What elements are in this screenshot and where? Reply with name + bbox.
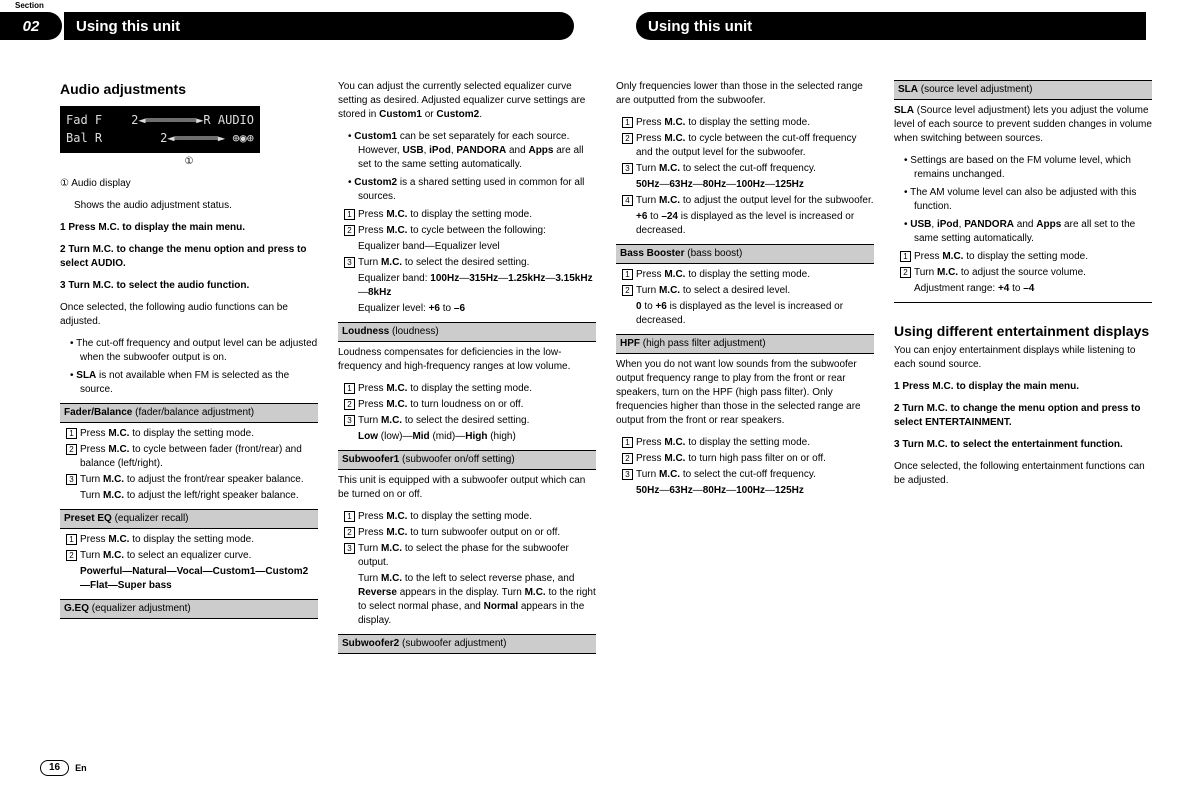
sw1-desc: This unit is equipped with a subwoofer o… — [338, 474, 596, 502]
geq-b1: Custom1 can be set separately for each s… — [338, 130, 596, 172]
section-number: 02 — [0, 12, 62, 40]
bb-s2b: 0 to +6 is displayed as the level is inc… — [616, 300, 874, 328]
sw2-s3: 3Turn M.C. to select the cut-off frequen… — [616, 162, 874, 176]
sw2-s3b: 50Hz—63Hz—80Hz—100Hz—125Hz — [616, 178, 874, 192]
sw1-s3: 3Turn M.C. to select the phase for the s… — [338, 542, 596, 570]
step-3: 3 Turn M.C. to select the audio function… — [60, 279, 318, 293]
fb-step-3: 3Turn M.C. to adjust the front/rear spea… — [60, 473, 318, 487]
fb-step-3b: Turn M.C. to adjust the left/right speak… — [60, 489, 318, 503]
ld-s1: 1Press M.C. to display the setting mode. — [338, 382, 596, 396]
ent-s3b: Once selected, the following entertainme… — [894, 460, 1152, 488]
sw2-s4b: +6 to –24 is displayed as the level is i… — [616, 210, 874, 238]
box-subwoofer2: Subwoofer2 (subwoofer adjustment) — [338, 634, 596, 654]
sw1-s1: 1Press M.C. to display the setting mode. — [338, 510, 596, 524]
step-1: 1 Press M.C. to display the main menu. — [60, 221, 318, 235]
bullet-sla: SLA is not available when FM is selected… — [60, 369, 318, 397]
geq-s3: 3Turn M.C. to select the desired setting… — [338, 256, 596, 270]
geq-s1: 1Press M.C. to display the setting mode. — [338, 208, 596, 222]
box-hpf: HPF (high pass filter adjustment) — [616, 334, 874, 354]
sw2-desc: Only frequencies lower than those in the… — [616, 80, 874, 108]
hpf-s2: 2Press M.C. to turn high pass filter on … — [616, 452, 874, 466]
hpf-s1: 1Press M.C. to display the setting mode. — [616, 436, 874, 450]
fb-step-2: 2Press M.C. to cycle between fader (fron… — [60, 443, 318, 471]
sla-b3: USB, iPod, PANDORA and Apps are all set … — [894, 218, 1152, 246]
ent-s3: 3 Turn M.C. to select the entertainment … — [894, 438, 1152, 452]
callout-desc: Shows the audio adjustment status. — [60, 199, 318, 213]
lcd-bot-right: 2◄══════► ⊕◉⊕ — [160, 130, 254, 147]
page-body: Audio adjustments Fad F 2◄═══════►R AUDIO… — [60, 80, 1152, 658]
geq-s2: 2Press M.C. to cycle between the followi… — [338, 224, 596, 238]
heading-audio-adjustments: Audio adjustments — [60, 80, 318, 100]
callout-label: ① Audio display — [60, 177, 318, 191]
page-number: 16 En — [40, 760, 87, 776]
ent-s1: 1 Press M.C. to display the main menu. — [894, 380, 1152, 394]
column-4: SLA (source level adjustment) SLA (Sourc… — [894, 80, 1152, 658]
box-sla: SLA (source level adjustment) — [894, 80, 1152, 100]
column-2: You can adjust the currently selected eq… — [338, 80, 596, 658]
lcd-bot-left: Bal R — [66, 130, 102, 147]
box-bass-booster: Bass Booster (bass boost) — [616, 244, 874, 264]
heading-entertainment: Using different entertainment displays — [894, 323, 1152, 340]
sla-s1: 1Press M.C. to display the setting mode. — [894, 250, 1152, 264]
sw2-s4: 4Turn M.C. to adjust the output level fo… — [616, 194, 874, 208]
box-subwoofer1: Subwoofer1 (subwoofer on/off setting) — [338, 450, 596, 470]
bullet-cutoff: The cut-off frequency and output level c… — [60, 337, 318, 365]
geq-s3b: Equalizer band: 100Hz—315Hz—1.25kHz—3.15… — [338, 272, 596, 300]
box-fader-balance: Fader/Balance (fader/balance adjustment) — [60, 403, 318, 423]
sla-b1: Settings are based on the FM volume leve… — [894, 154, 1152, 182]
bb-s2: 2Turn M.C. to select a desired level. — [616, 284, 874, 298]
ld-s2: 2Press M.C. to turn loudness on or off. — [338, 398, 596, 412]
chapter-title-left: Using this unit — [64, 12, 574, 40]
sla-s2: 2Turn M.C. to adjust the source volume. — [894, 266, 1152, 280]
hpf-s3: 3Turn M.C. to select the cut-off frequen… — [616, 468, 874, 482]
lcd-display: Fad F 2◄═══════►R AUDIO Bal R 2◄══════► ⊕◉… — [60, 106, 260, 154]
bb-s1: 1Press M.C. to display the setting mode. — [616, 268, 874, 282]
geq-desc: You can adjust the currently selected eq… — [338, 80, 596, 122]
ent-s2: 2 Turn M.C. to change the menu option an… — [894, 402, 1152, 430]
header: 02 Using this unit Using this unit — [0, 12, 1182, 40]
hpf-s3b: 50Hz—63Hz—80Hz—100Hz—125Hz — [616, 484, 874, 498]
chapter-title-right: Using this unit — [636, 12, 1146, 40]
lcd-top-left: Fad F — [66, 112, 102, 129]
peq-step-2: 2Turn M.C. to select an equalizer curve. — [60, 549, 318, 563]
page-lang: En — [75, 762, 87, 775]
ld-s3b: Low (low)—Mid (mid)—High (high) — [338, 430, 596, 444]
peq-step-2b: Powerful—Natural—Vocal—Custom1—Custom2—F… — [60, 565, 318, 593]
peq-step-1: 1Press M.C. to display the setting mode. — [60, 533, 318, 547]
section-label: Section — [15, 0, 44, 11]
sla-desc: SLA (Source level adjustment) lets you a… — [894, 104, 1152, 146]
sla-s2b: Adjustment range: +4 to –4 — [894, 282, 1152, 296]
loudness-desc: Loudness compensates for deficiencies in… — [338, 346, 596, 374]
lcd-top-right: 2◄═══════►R AUDIO — [131, 112, 254, 129]
box-geq: G.EQ (equalizer adjustment) — [60, 599, 318, 619]
box-loudness: Loudness (loudness) — [338, 322, 596, 342]
sw1-s3b: Turn M.C. to the left to select reverse … — [338, 572, 596, 628]
step-3-desc: Once selected, the following audio funct… — [60, 301, 318, 329]
hpf-desc: When you do not want low sounds from the… — [616, 358, 874, 428]
sla-b2: The AM volume level can also be adjusted… — [894, 186, 1152, 214]
geq-s2b: Equalizer band—Equalizer level — [338, 240, 596, 254]
ld-s3: 3Turn M.C. to select the desired setting… — [338, 414, 596, 428]
geq-b2: Custom2 is a shared setting used in comm… — [338, 176, 596, 204]
geq-s3c: Equalizer level: +6 to –6 — [338, 302, 596, 316]
column-1: Audio adjustments Fad F 2◄═══════►R AUDIO… — [60, 80, 318, 658]
sw1-s2: 2Press M.C. to turn subwoofer output on … — [338, 526, 596, 540]
sw2-s2: 2Press M.C. to cycle between the cut-off… — [616, 132, 874, 160]
lcd-callout: ① — [60, 155, 318, 169]
column-3: Only frequencies lower than those in the… — [616, 80, 874, 658]
fb-step-1: 1Press M.C. to display the setting mode. — [60, 427, 318, 441]
sw2-s1: 1Press M.C. to display the setting mode. — [616, 116, 874, 130]
box-preset-eq: Preset EQ (equalizer recall) — [60, 509, 318, 529]
ent-desc: You can enjoy entertainment displays whi… — [894, 344, 1152, 372]
page-num-value: 16 — [40, 760, 69, 776]
step-2: 2 Turn M.C. to change the menu option an… — [60, 243, 318, 271]
